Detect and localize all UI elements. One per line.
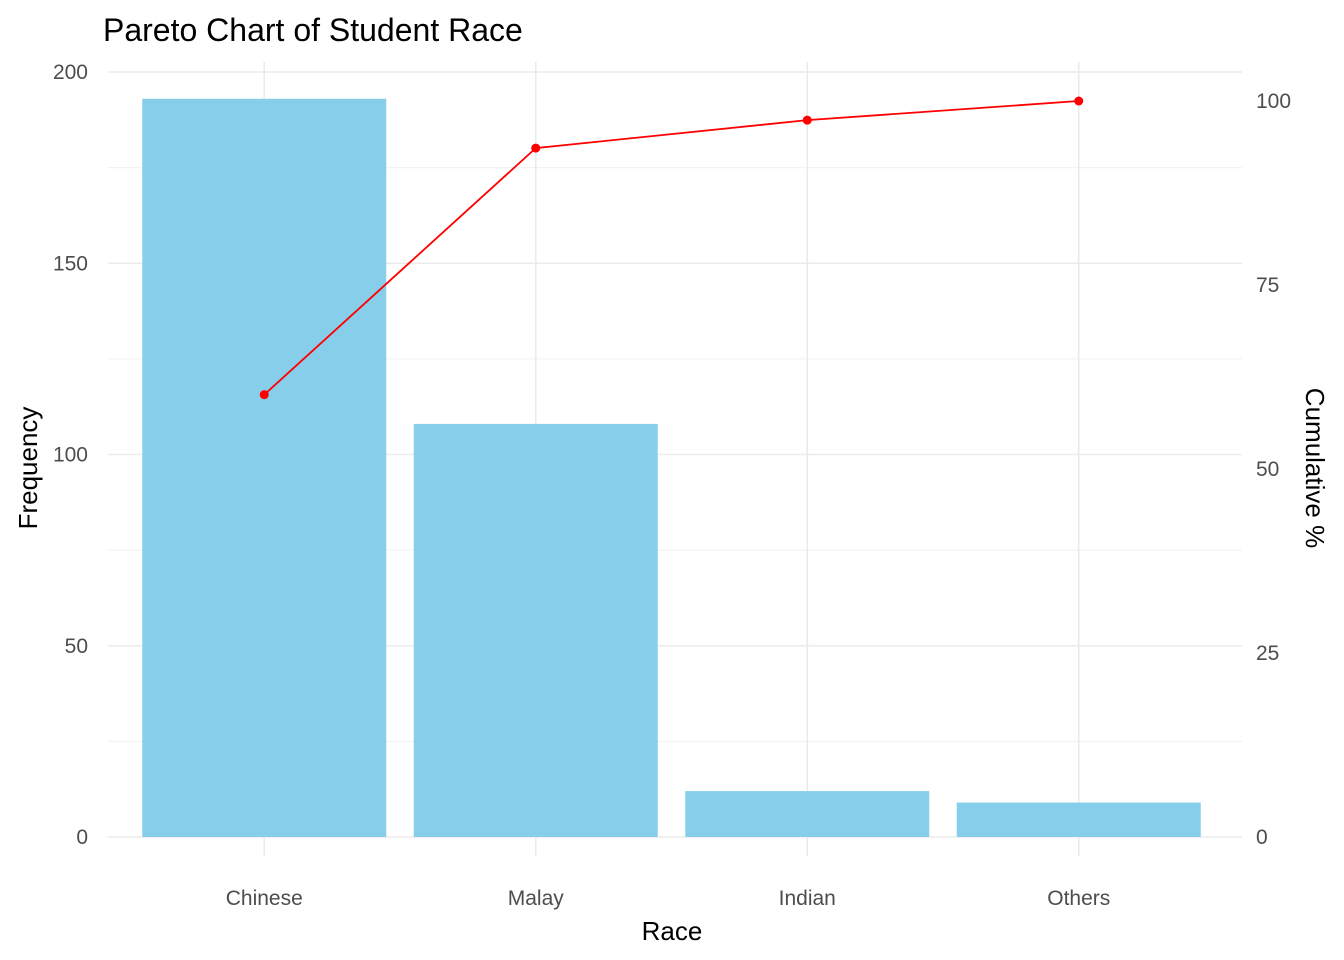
cumulative-line xyxy=(263,100,1079,396)
cumulative-point-others xyxy=(1074,96,1084,106)
bars-group xyxy=(142,98,1201,837)
x-tick-label: Others xyxy=(1047,887,1110,910)
cumulative-point-chinese xyxy=(259,390,269,400)
y-tick-label: 100 xyxy=(53,444,88,467)
y-tick-label: 150 xyxy=(53,252,88,275)
y2-tick-label: 100 xyxy=(1256,90,1291,113)
x-axis: Chinese Malay Indian Others xyxy=(226,887,1111,910)
y2-axis-title: Cumulative % xyxy=(1300,388,1330,548)
x-tick-label: Chinese xyxy=(226,887,303,910)
y-tick-label: 200 xyxy=(53,61,88,84)
bar-malay xyxy=(413,423,658,837)
y-tick-label: 0 xyxy=(76,826,88,849)
x-tick-label: Malay xyxy=(508,887,565,910)
x-tick-label: Indian xyxy=(779,887,836,910)
y-tick-label: 50 xyxy=(65,635,88,658)
y2-tick-label: 25 xyxy=(1256,642,1279,665)
cumulative-point-indian xyxy=(802,115,812,125)
y2-tick-label: 75 xyxy=(1256,274,1279,297)
y2-tick-label: 0 xyxy=(1256,826,1268,849)
bar-others xyxy=(956,802,1201,837)
y-axis-title: Frequency xyxy=(13,407,43,530)
cumulative-line-group xyxy=(259,96,1084,400)
cumulative-point-malay xyxy=(531,143,541,153)
bar-chinese xyxy=(142,98,387,837)
y2-tick-label: 50 xyxy=(1256,458,1279,481)
chart-title: Pareto Chart of Student Race xyxy=(103,12,523,48)
bar-indian xyxy=(685,791,930,837)
x-axis-title: Race xyxy=(642,916,703,946)
y-axis-right: 0 25 50 75 100 xyxy=(1256,90,1291,849)
y-axis-left: 0 50 100 150 200 xyxy=(53,61,88,849)
